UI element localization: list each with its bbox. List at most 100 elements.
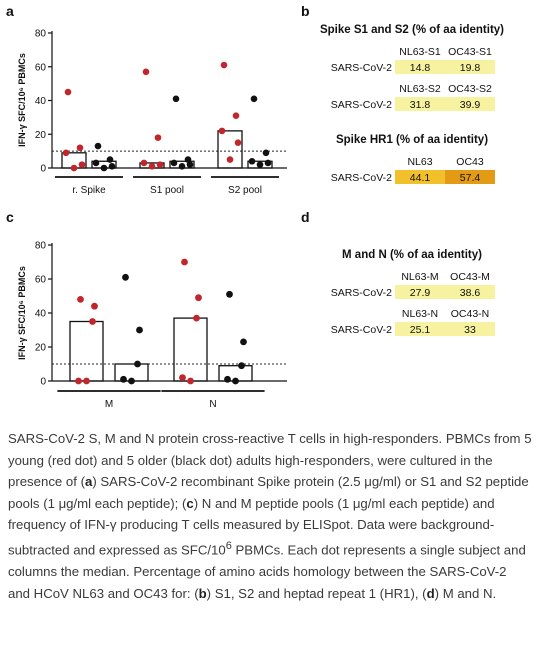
median-bar-young-m bbox=[69, 320, 104, 382]
data-point-older bbox=[136, 326, 143, 334]
data-point-older bbox=[240, 338, 247, 346]
data-point-older bbox=[224, 375, 231, 383]
group-label: S1 pool bbox=[150, 185, 184, 196]
column-header: NL63-S2 bbox=[399, 83, 441, 95]
caption-text-1: SARS-CoV-2 S, M and N protein cross-reac… bbox=[8, 431, 532, 490]
identity-value: 39.9 bbox=[460, 99, 481, 111]
data-point-older bbox=[170, 159, 178, 167]
data-point-older bbox=[256, 161, 264, 168]
data-point-young bbox=[142, 68, 150, 76]
data-point-young bbox=[77, 296, 84, 303]
y-tick-label: 60 bbox=[35, 275, 47, 286]
caption-text-6: ) M and N. bbox=[434, 585, 497, 601]
data-point-young bbox=[154, 134, 162, 141]
column-header: NL63-M bbox=[401, 271, 438, 283]
caption-text-5: ) S1, S2 and heptad repeat 1 (HR1), ( bbox=[206, 585, 427, 601]
data-point-older bbox=[238, 362, 245, 370]
caption-ref-c: c bbox=[186, 495, 194, 511]
data-point-older bbox=[120, 375, 127, 383]
data-point-young bbox=[218, 127, 226, 135]
group-label: M bbox=[105, 399, 113, 410]
y-axis-label-c: IFN-γ SFC/10⁶ PBMCs bbox=[17, 266, 27, 360]
identity-cell bbox=[395, 170, 445, 184]
data-point-young bbox=[232, 112, 240, 119]
identity-cell bbox=[395, 97, 445, 111]
data-point-young bbox=[75, 377, 82, 385]
data-point-young bbox=[62, 149, 70, 157]
row-label: SARS-CoV-2 bbox=[331, 62, 392, 74]
column-header: OC43-N bbox=[451, 308, 490, 320]
identity-value: 31.8 bbox=[410, 99, 431, 111]
data-point-young bbox=[234, 139, 242, 146]
identity-value: 14.8 bbox=[410, 62, 431, 74]
y-tick-label: 40 bbox=[35, 96, 47, 107]
column-header: OC43-S1 bbox=[448, 46, 492, 58]
row-label: SARS-CoV-2 bbox=[331, 287, 392, 299]
data-point-older bbox=[92, 159, 100, 167]
y-tick-label: 60 bbox=[35, 62, 47, 73]
column-header: OC43-S2 bbox=[448, 83, 492, 95]
data-point-young bbox=[193, 314, 200, 322]
data-point-young bbox=[179, 374, 186, 381]
data-point-young bbox=[195, 294, 202, 302]
row-label: SARS-CoV-2 bbox=[331, 324, 392, 336]
y-tick-label: 40 bbox=[35, 309, 47, 320]
data-point-older bbox=[100, 164, 108, 172]
panel-letter-b: b bbox=[301, 3, 310, 19]
data-point-young bbox=[156, 161, 164, 168]
data-point-older bbox=[186, 161, 194, 168]
panel-letter-a: a bbox=[6, 3, 14, 19]
data-point-young bbox=[140, 159, 148, 167]
data-point-older bbox=[248, 157, 256, 165]
data-point-older bbox=[128, 377, 135, 385]
identity-value: 57.4 bbox=[460, 172, 481, 184]
identity-value: 38.6 bbox=[460, 287, 481, 299]
data-point-older bbox=[232, 377, 239, 385]
data-point-older bbox=[134, 360, 141, 368]
identity-value: 19.8 bbox=[460, 62, 481, 74]
data-point-older bbox=[108, 163, 116, 170]
panel-letter-d: d bbox=[301, 209, 310, 225]
y-tick-label: 0 bbox=[40, 377, 46, 388]
identity-cell bbox=[445, 170, 495, 184]
caption-ref-a: a bbox=[84, 474, 93, 490]
identity-value: 25.1 bbox=[410, 324, 431, 336]
data-point-older bbox=[264, 159, 272, 167]
table-title: M and N (% of aa identity) bbox=[342, 249, 482, 261]
group-label: S2 pool bbox=[228, 185, 262, 196]
identity-cell bbox=[445, 285, 495, 299]
identity-value: 27.9 bbox=[410, 287, 431, 299]
median-bar-young-s2-pool bbox=[217, 130, 243, 169]
data-point-young bbox=[148, 163, 156, 170]
data-point-young bbox=[64, 88, 72, 96]
data-point-young bbox=[220, 61, 228, 69]
caption-text-4: PBMCs. Each dot represents a single subj… bbox=[8, 542, 526, 601]
data-point-older bbox=[178, 163, 186, 170]
panel-letter-c: c bbox=[6, 209, 14, 225]
column-header: NL63 bbox=[407, 156, 432, 168]
data-point-older bbox=[172, 95, 180, 103]
data-point-older bbox=[226, 290, 233, 298]
identity-cell bbox=[395, 285, 445, 299]
column-header: NL63-S1 bbox=[399, 46, 441, 58]
data-point-older bbox=[106, 156, 114, 163]
column-header: NL63-N bbox=[402, 308, 438, 320]
caption-ref-b: b bbox=[198, 585, 207, 601]
y-axis-label-a: IFN-γ SFC/10⁶ PBMCs bbox=[17, 53, 27, 147]
identity-table-b: Spike S1 and S2 (% of aa identity) NL63-S… bbox=[320, 24, 504, 184]
identity-cell bbox=[395, 60, 445, 74]
caption-text-3: ) N and M peptide pools (1 μg/ml each pe… bbox=[8, 495, 495, 558]
data-point-older bbox=[184, 156, 192, 163]
y-tick-label: 20 bbox=[35, 130, 47, 141]
y-tick-label: 20 bbox=[35, 343, 47, 354]
row-label: SARS-CoV-2 bbox=[331, 99, 392, 111]
table-title: Spike S1 and S2 (% of aa identity) bbox=[320, 24, 504, 36]
identity-cell bbox=[445, 322, 495, 336]
group-label: N bbox=[209, 399, 216, 410]
group-label: r. Spike bbox=[72, 185, 106, 196]
caption-text-2: ) SARS-CoV-2 recombinant Spike protein (… bbox=[8, 474, 529, 511]
data-point-young bbox=[89, 318, 96, 325]
data-point-older bbox=[122, 273, 129, 281]
data-point-young bbox=[91, 302, 98, 310]
figure-caption: SARS-CoV-2 S, M and N protein cross-reac… bbox=[8, 428, 532, 604]
